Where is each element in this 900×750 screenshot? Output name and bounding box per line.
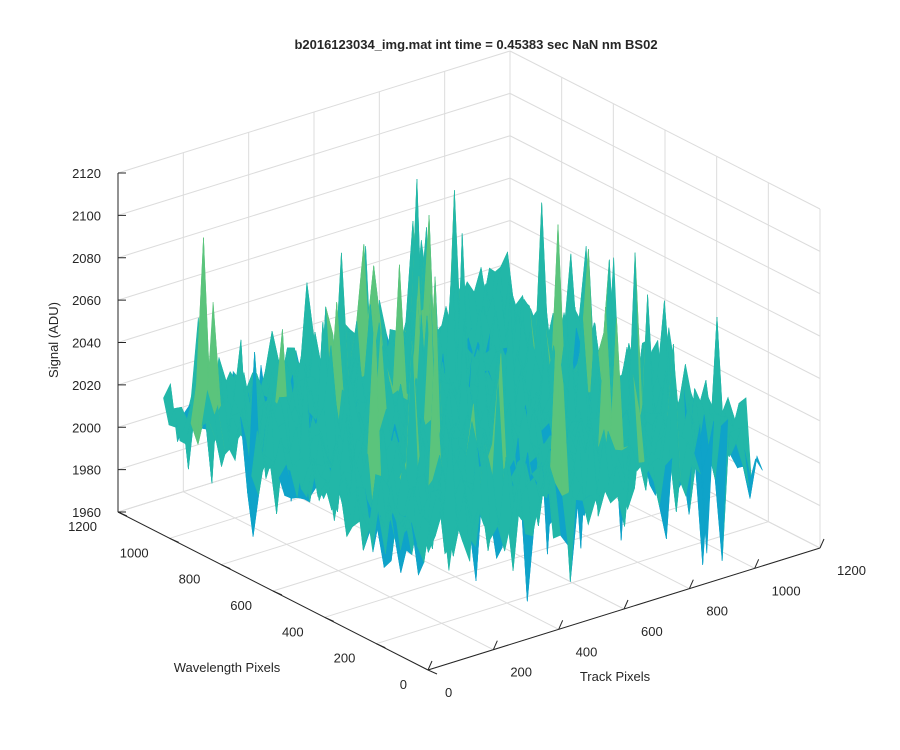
- y-tick-label: 1000: [120, 545, 149, 560]
- x-tick: [754, 559, 760, 569]
- z-tick-label: 2060: [72, 293, 101, 308]
- floor-gridline-y: [324, 494, 717, 618]
- x-tick: [623, 599, 629, 610]
- z-tick-label: 2100: [72, 208, 101, 223]
- z-tick-label: 2040: [72, 336, 101, 351]
- y-tick: [117, 511, 128, 517]
- y-tick-label: 400: [282, 624, 304, 639]
- x-tick: [688, 579, 694, 589]
- y-tick: [324, 616, 334, 622]
- x-tick-label: 600: [641, 624, 663, 639]
- axes-lines: [117, 172, 825, 675]
- chart-title: b2016123034_img.mat int time = 0.45383 s…: [294, 37, 657, 52]
- y-tick-label: 800: [179, 572, 201, 587]
- z-axis-label: Signal (ADU): [46, 302, 61, 378]
- x-tick-label: 400: [576, 644, 598, 659]
- y-axis-label: Wavelength Pixels: [174, 660, 281, 675]
- z-tick-label: 2120: [72, 166, 101, 181]
- x-tick-label: 1000: [772, 583, 801, 598]
- z-tick-label: 2080: [72, 251, 101, 266]
- y-tick-label: 1200: [68, 519, 97, 534]
- z-tick-label: 1980: [72, 463, 101, 478]
- z-tick-label: 1960: [72, 505, 101, 520]
- surface-patch: [422, 516, 436, 533]
- y-tick-label: 600: [230, 598, 252, 613]
- y-tick: [169, 537, 179, 543]
- z-tick-label: 2020: [72, 378, 101, 393]
- z-tick-label: 2000: [72, 420, 101, 435]
- x-tick-label: 800: [706, 604, 728, 619]
- y-tick-label: 200: [334, 651, 356, 666]
- y-tick-label: 0: [400, 677, 407, 692]
- x-tick-label: 200: [510, 665, 532, 680]
- x-tick: [427, 660, 433, 671]
- x-tick-label: 0: [445, 685, 452, 700]
- x-tick: [819, 538, 825, 549]
- y-tick: [221, 564, 231, 570]
- x-tick-label: 1200: [837, 563, 866, 578]
- x-axis-label: Track Pixels: [580, 669, 651, 684]
- y-tick: [272, 590, 283, 596]
- x-tick: [492, 640, 498, 650]
- y-tick: [427, 669, 438, 675]
- x-tick: [558, 620, 564, 630]
- y-tick: [376, 643, 386, 649]
- signal-surface: [163, 178, 763, 602]
- tick-labels: 1960198020002020204020602080210021200200…: [68, 166, 866, 700]
